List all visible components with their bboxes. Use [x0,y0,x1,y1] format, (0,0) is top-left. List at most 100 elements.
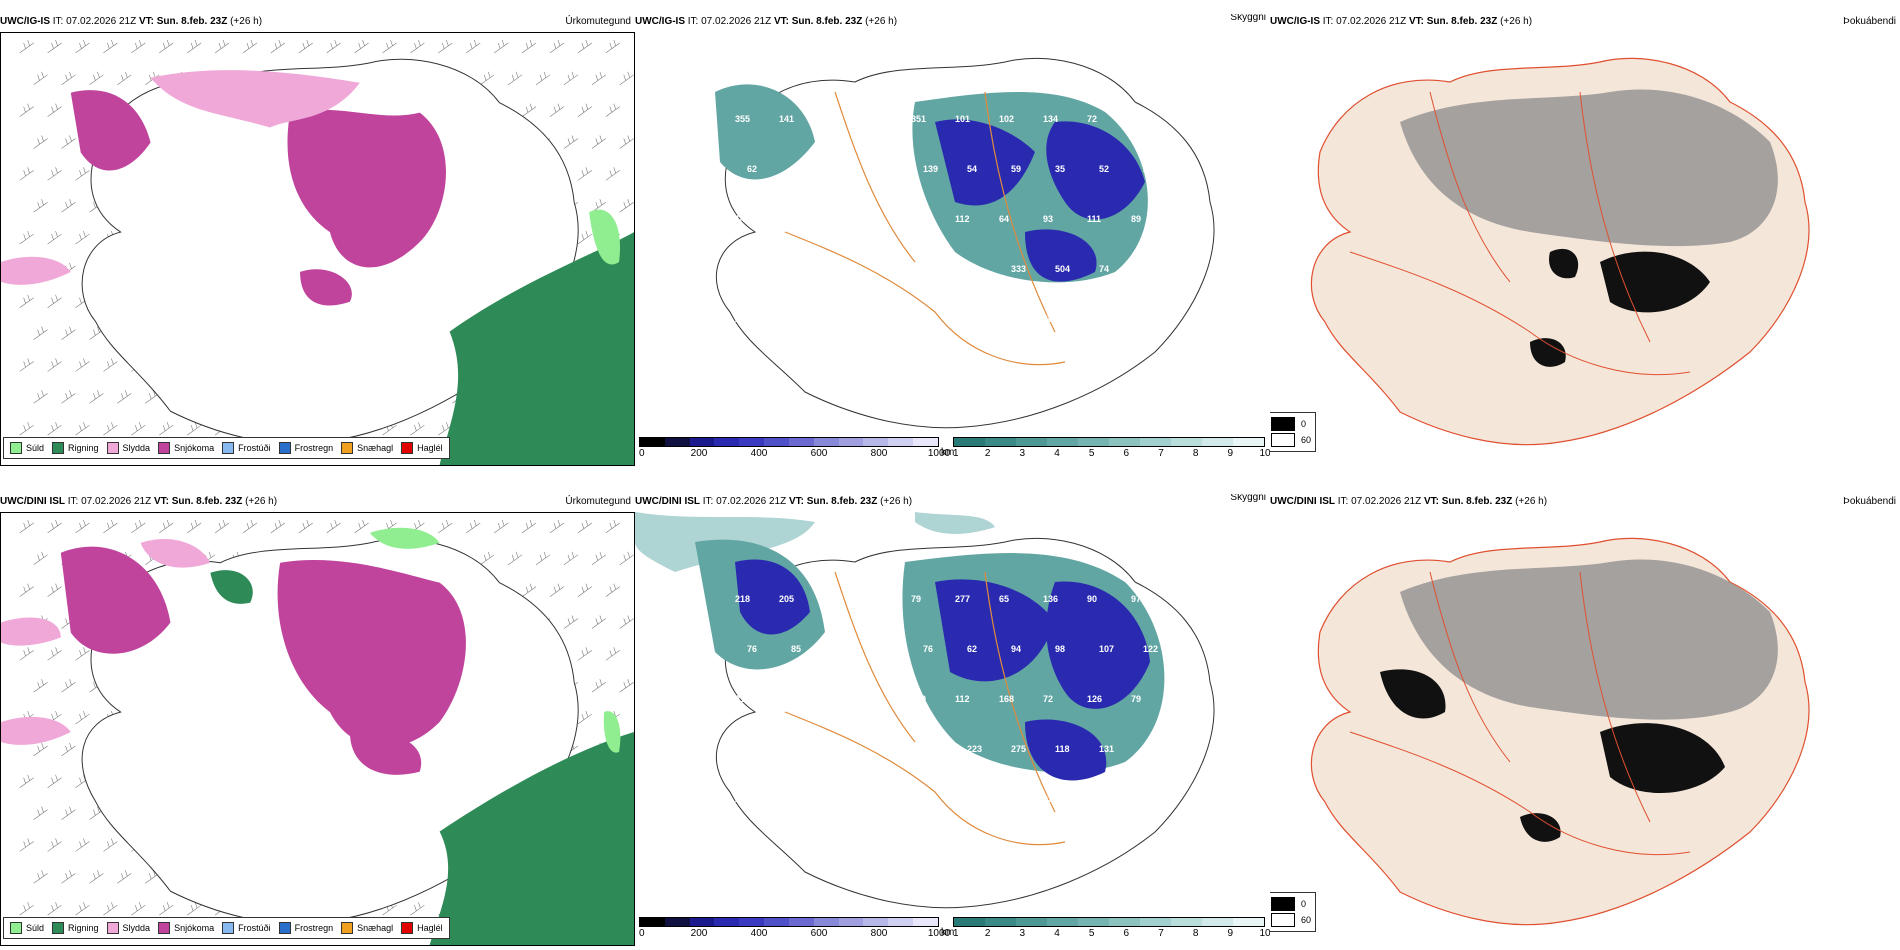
valid-time: VT: Sun. 8.feb. 23Z [773,16,863,27]
colorbar-segment [1233,918,1264,926]
visibility-value: 187 [779,794,794,804]
fog-map[interactable] [1270,32,1900,466]
wind-barb-icon [521,103,537,117]
legend-swatch [401,442,414,454]
wind-barb-icon [47,422,62,436]
variable-name: Þokuábendi [1843,16,1896,27]
visibility-value: 122 [1143,644,1158,654]
wind-barb-icon [577,230,593,245]
visibility-value: 141 [779,114,794,124]
visibility-value: 67 [923,264,933,274]
visibility-value: 93 [1043,214,1053,224]
colorbar-segment [863,438,889,446]
init-time: IT: 07.02.2026 21Z [685,16,774,27]
visibility-map[interactable]: 218 205 140 101 79 277 65 136 90 97 76 85 69 67 76 62 94… [635,512,1270,910]
wind-barb-icon [47,39,62,54]
road-network [1349,571,1691,856]
visibility-value: 54 [791,744,801,754]
wind-barb-icon [480,71,495,86]
wind-barb-icon [61,71,76,86]
wind-barb-icon [47,230,62,245]
visibility-value: 134 [1043,114,1058,124]
visibility-value: 131 [1099,744,1114,754]
map-canvas [1310,537,1810,926]
visibility-value: 95 [1131,114,1141,124]
precip-type-map[interactable]: Súld Rigning Slydda Snjókoma Frostúði Fr… [0,32,635,466]
wind-barb-icon [354,39,369,54]
wind-barb-icon [33,390,48,404]
wind-barb-icon [410,39,425,54]
valid-time: VT: Sun. 8.feb. 23Z [1423,496,1513,507]
visibility-value: 136 [1043,594,1058,604]
wind-barb-icon [75,838,90,852]
colorbar-tick-label: 9 [1227,448,1234,459]
vis-km-colorbar: 1 2 3 4 5 6 7 8 9 10 km [941,437,1270,460]
wind-barb-icon [159,519,174,534]
visibility-map[interactable]: 355 141 75 534 351 101 102 134 72 95 62 297 80 89 139 5… [635,32,1270,430]
wind-barb-icon [47,519,62,534]
wind-barb-icon [75,230,90,245]
wind-barb-icon [466,519,481,534]
model-name: UWC/IG-IS [1270,16,1320,27]
legend-label: Súld [26,923,45,933]
wind-barb-icon [242,519,258,534]
init-time: IT: 07.02.2026 21Z [1335,496,1424,507]
colorbar-segment [1078,918,1109,926]
colorbar-segment [764,918,789,926]
wind-barb-icon [61,742,76,757]
colorbar-segment [838,918,864,926]
wind-barb-icon [591,71,607,86]
wind-barb-icon [33,870,48,884]
visibility-value: 171 [867,314,882,324]
visibility-value: 94 [1011,644,1021,654]
visibility-value: 62 [747,164,757,174]
init-time: IT: 07.02.2026 21Z [1320,16,1409,27]
colorbar-labels: 0 200 400 600 800 1000 [639,448,950,460]
variable-name: Skyggni [1230,494,1266,503]
variable-name: Úrkomutegund [565,16,631,27]
visibility-value: 65 [999,594,1009,604]
wind-barb-icon [47,838,62,852]
rain-area [210,570,634,945]
wind-barb-icon [326,519,341,534]
visibility-value: 118 [1055,744,1070,754]
wind-barb-icon [605,647,620,661]
wind-barb-icon [563,615,579,629]
valid-time: VT: Sun. 8.feb. 23Z [1408,16,1498,27]
legend-label: Haglél [417,923,443,933]
colorbar-segment [640,918,665,926]
colorbar-tick-label: 5 [1088,928,1095,939]
visibility-value: 54 [967,164,977,174]
snow-area [60,546,466,775]
wind-barb-icon [75,902,90,916]
wind-barb-icon [19,103,34,117]
visibility-value: 333 [1011,264,1026,274]
fog-dark-area [1530,248,1710,367]
visibility-value: 233 [1087,794,1102,804]
wind-barb-icon [619,199,634,213]
fog-map[interactable] [1270,512,1900,946]
wind-barb-icon [33,806,48,820]
precip-type-map[interactable]: Súld Rigning Slydda Snjókoma Frostúði Fr… [0,512,635,946]
wind-barb-icon [270,519,286,534]
colorbar-segment [1047,438,1078,446]
wind-barb-icon [507,551,523,566]
wind-barb-icon [19,902,34,916]
wind-barb-icon [186,519,202,534]
wind-barb-icon [619,551,634,566]
visibility-value: 102 [999,114,1014,124]
wind-barb-icon [577,519,593,534]
wind-barb-icon [131,422,146,436]
legend-item: Rigning [52,922,99,934]
variable-name: Skyggni [1230,14,1266,23]
colorbar-segment [664,918,690,926]
visibility-value: 79 [911,594,921,604]
wind-barb-icon [61,390,76,404]
wind-barb-icon [466,39,481,54]
visibility-value: 102 [879,264,894,274]
model-name: UWC/IG-IS [0,16,50,27]
precip-type-legend: Súld Rigning Slydda Snjókoma Frostúði Fr… [3,917,450,939]
colorbar-segment [888,438,914,446]
lead-time: (+26 h) [242,496,278,507]
